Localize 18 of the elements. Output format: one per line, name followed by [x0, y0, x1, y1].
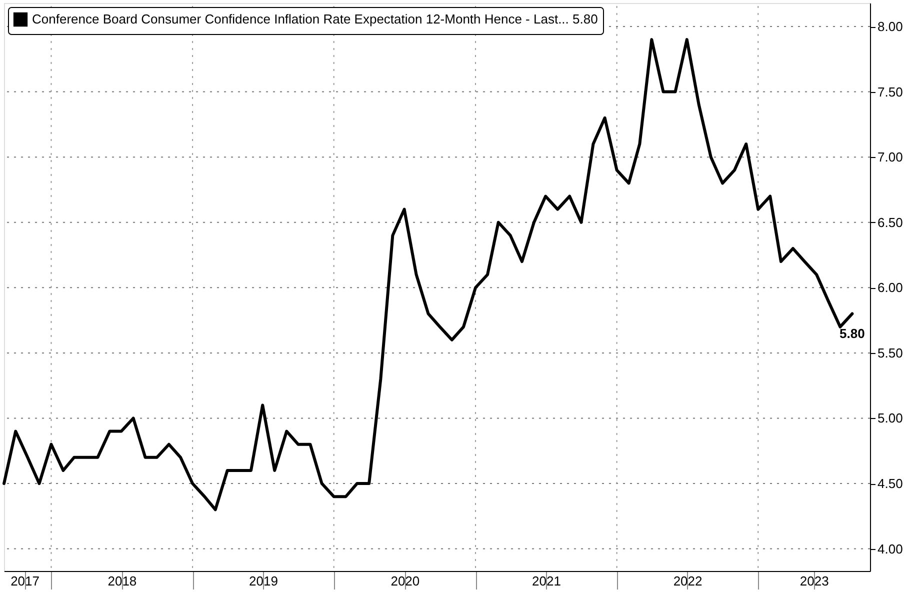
y-tick-label: 7.00 [878, 150, 903, 165]
data-label: 5.80 [840, 326, 865, 341]
y-tick-label: 5.00 [878, 410, 903, 426]
y-tick-label: 8.00 [878, 19, 903, 34]
x-tick-label: 2017 [10, 574, 40, 588]
x-tick-label: 2020 [390, 574, 420, 588]
y-tick-label: 4.50 [878, 476, 903, 492]
x-tick-label: 2018 [108, 574, 137, 588]
y-tick-label: 6.00 [878, 280, 903, 296]
y-tick-label: 5.50 [878, 345, 903, 360]
legend-label: Conference Board Consumer Confidence Inflation Rate Expectation 12-Month Hence - Last... 5.80 [32, 12, 598, 26]
y-tick-label: 7.50 [878, 84, 903, 100]
x-tick-label: 2019 [249, 574, 278, 588]
x-tick-label: 2022 [673, 574, 702, 588]
y-tick-label: 6.50 [878, 214, 903, 230]
x-tick-label: 2021 [532, 574, 561, 588]
x-tick-label: 2023 [800, 574, 829, 588]
y-tick-label: 4.00 [878, 541, 903, 556]
